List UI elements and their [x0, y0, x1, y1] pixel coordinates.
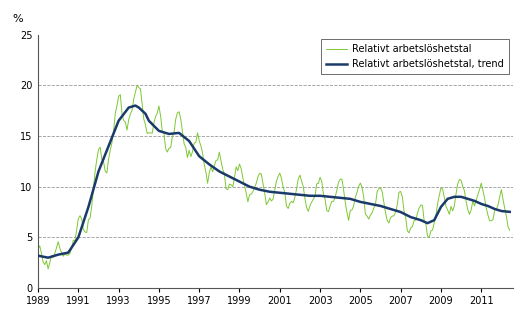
Relativt arbetslöshetstal, trend: [132, 104, 139, 107]
Relativt arbetslöshetstal, trend: [309, 194, 315, 198]
Line: Relativt arbetslöshetstal, trend: Relativt arbetslöshetstal, trend: [38, 105, 510, 258]
Relativt arbetslöshetstal, trend: [169, 132, 175, 135]
Relativt arbetslöshetstal: [309, 200, 315, 204]
Relativt arbetslöshetstal: [507, 228, 513, 232]
Relativt arbetslöshetstal: [169, 134, 175, 138]
Relativt arbetslöshetstal: [364, 214, 370, 218]
Relativt arbetslöshetstal: [451, 204, 457, 207]
Relativt arbetslöshetstal: [134, 84, 140, 87]
Relativt arbetslöshetstal: [45, 267, 51, 271]
Legend: Relativt arbetslöshetstal, Relativt arbetslöshetstal, trend: Relativt arbetslöshetstal, Relativt arbe…: [321, 39, 509, 74]
Relativt arbetslöshetstal, trend: [72, 241, 78, 244]
Relativt arbetslöshetstal, trend: [507, 210, 513, 214]
Relativt arbetslöshetstal: [72, 239, 78, 243]
Text: %: %: [12, 14, 22, 24]
Relativt arbetslöshetstal, trend: [35, 254, 41, 257]
Relativt arbetslöshetstal: [35, 247, 41, 251]
Relativt arbetslöshetstal, trend: [45, 256, 51, 260]
Relativt arbetslöshetstal, trend: [364, 201, 370, 205]
Relativt arbetslöshetstal, trend: [451, 195, 457, 199]
Line: Relativt arbetslöshetstal: Relativt arbetslöshetstal: [38, 85, 510, 269]
Relativt arbetslöshetstal, trend: [146, 119, 152, 123]
Relativt arbetslöshetstal: [146, 131, 152, 135]
